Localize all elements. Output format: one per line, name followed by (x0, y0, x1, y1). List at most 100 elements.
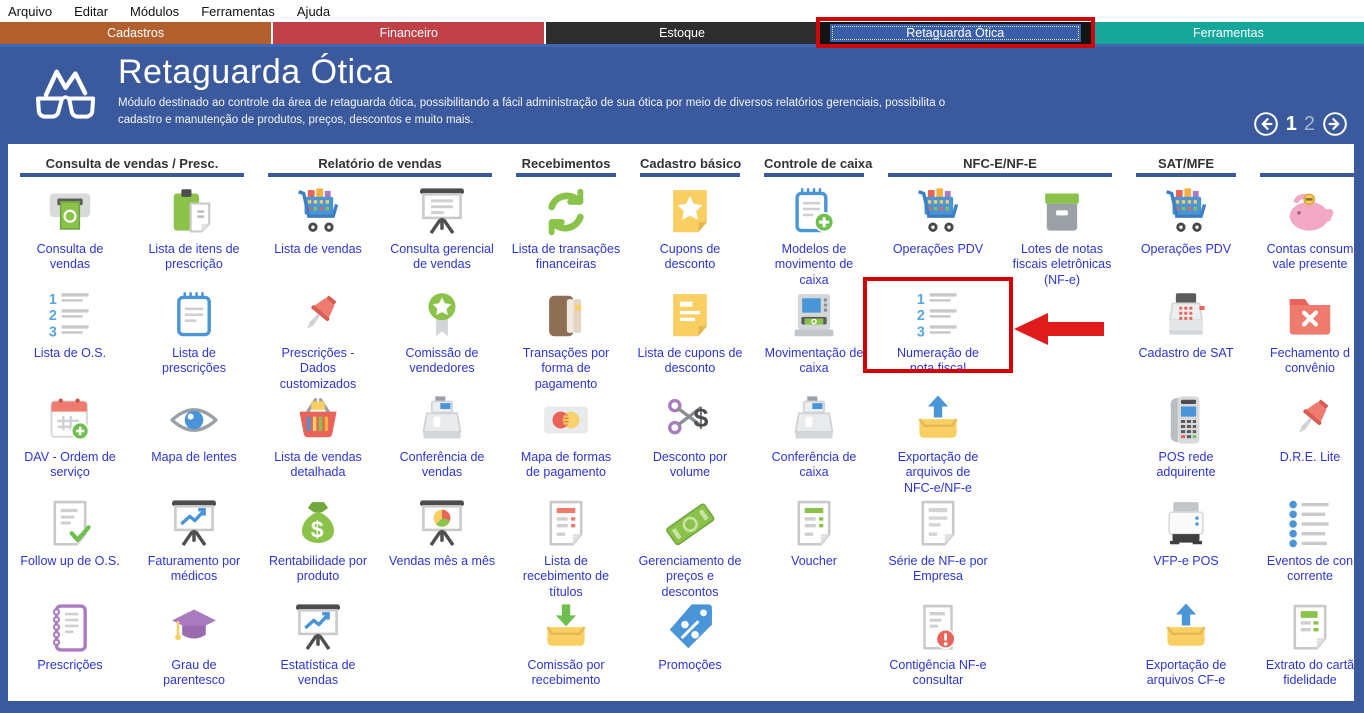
module-item-vendas-m-s-a-m-s[interactable]: Vendas mês a mês (380, 489, 504, 593)
module-item-label: Extrato do cartã fidelidade (1265, 658, 1354, 688)
module-item-estat-stica-de-vendas[interactable]: Estatística de vendas (256, 593, 380, 697)
module-item-exporta-o-de-arquivos-de-nfc-e-nf-e[interactable]: Exportação de arquivos de NFC-e/NF-e (876, 385, 1000, 495)
clipboard-document-icon (167, 185, 221, 239)
module-item-label: Série de NF-e por Empresa (888, 554, 988, 584)
module-item-lista-de-transa-es-financeiras[interactable]: Lista de transações financeiras (504, 177, 628, 281)
menu-item-arquivo[interactable]: Arquivo (8, 3, 53, 19)
page-next-button[interactable] (1322, 111, 1348, 137)
module-item-label: Lista de transações financeiras (511, 242, 621, 272)
module-item-label: D.R.E. Lite (1279, 450, 1341, 464)
tab-selected-face: Retaguarda Ótica (829, 24, 1081, 42)
tab-retaguarda-tica[interactable]: Retaguarda Ótica (815, 17, 1095, 48)
module-item-opera-es-pdv[interactable]: Operações PDV (1124, 177, 1248, 281)
module-item-lista-de-cupons-de-desconto[interactable]: Lista de cupons de desconto (628, 281, 752, 385)
tab-ferramentas[interactable]: Ferramentas (1092, 22, 1364, 44)
module-item-consulta-gerencial-de-vendas[interactable]: Consulta gerencial de vendas (380, 177, 504, 281)
module-item-exporta-o-de-arquivos-cf-e[interactable]: Exportação de arquivos CF-e (1124, 593, 1248, 697)
category-header-controle-de-caixa: Controle de caixa (764, 147, 872, 177)
module-item-prescri-es-dados-customizados[interactable]: Prescrições - Dados customizados (256, 281, 380, 391)
content-frame: Consulta de vendas / Presc. Relatório de … (0, 144, 1364, 713)
menu-item-editar[interactable]: Editar (74, 3, 109, 19)
tab-financeiro[interactable]: Financeiro (273, 22, 545, 44)
module-grid: Consulta de vendas / Presc. Relatório de … (8, 144, 1354, 697)
module-item-follow-up-de-o-s[interactable]: Follow up de O.S. (8, 489, 132, 593)
module-item-transa-es-por-forma-de-pagamento[interactable]: Transações por forma de pagamento (504, 281, 628, 391)
module-item-lotes-de-notas-fiscais-eletr-nicas-nf-e[interactable]: Lotes de notas fiscais eletrônicas (NF-e… (1000, 177, 1124, 287)
tab-estoque[interactable]: Estoque (546, 22, 818, 44)
scissors-dollar-icon: $ (663, 393, 717, 447)
module-item-prescri-es[interactable]: Prescrições (8, 593, 132, 697)
module-item-modelos-de-movimento-de-caixa[interactable]: Modelos de movimento de caixa (752, 177, 876, 287)
module-item-grau-de-parentesco[interactable]: Grau de parentesco (132, 593, 256, 697)
module-item-pos-rede-adquirente[interactable]: POS rede adquirente (1124, 385, 1248, 489)
menu-item-ferramentas[interactable]: Ferramentas (201, 3, 275, 19)
module-item-gerenciamento-de-pre-os-e-descontos[interactable]: Gerenciamento de preços e descontos (628, 489, 752, 599)
annotation-arrow-icon (1014, 311, 1104, 347)
module-item-label: Promoções (658, 658, 722, 672)
module-item-d-r-e-lite[interactable]: D.R.E. Lite (1248, 385, 1354, 489)
module-item-mapa-de-lentes[interactable]: Mapa de lentes (132, 385, 256, 489)
module-item-label: Faturamento por médicos (147, 554, 241, 584)
module-item-label: Prescrições (37, 658, 103, 672)
module-item-confer-ncia-de-caixa[interactable]: Conferência de caixa (752, 385, 876, 489)
module-item-mapa-de-formas-de-pagamento[interactable]: Mapa de formas de pagamento (504, 385, 628, 489)
module-item-voucher[interactable]: Voucher (752, 489, 876, 593)
module-item-consulta-de-vendas[interactable]: Consulta de vendas (8, 177, 132, 281)
module-item-label: Voucher (791, 554, 837, 568)
module-item-extrato-do-cart-fidelidade[interactable]: Extrato do cartã fidelidade (1248, 593, 1354, 697)
svg-text:3: 3 (49, 324, 57, 340)
cash-machine-icon (787, 289, 841, 343)
printer-icon (1159, 497, 1213, 551)
category-header-recebimentos: Recebimentos (516, 147, 616, 177)
module-item-movimenta-o-de-caixa[interactable]: Movimentação de caixa (752, 281, 876, 385)
module-item-numera-o-de-nota-fiscal[interactable]: 1 2 3 Numeração de nota fiscal (863, 277, 1104, 385)
module-item-vfp-e-pos[interactable]: VFP-e POS (1124, 489, 1248, 593)
module-item-opera-es-pdv[interactable]: Operações PDV (876, 177, 1000, 281)
page-number-current[interactable]: 1 (1285, 112, 1297, 135)
module-item-comiss-o-de-vendedores[interactable]: Comissão de vendedores (380, 281, 504, 385)
menu-item-m-dulos[interactable]: Módulos (130, 3, 180, 19)
module-item-faturamento-por-m-dicos[interactable]: Faturamento por médicos (132, 489, 256, 593)
module-item-label: Numeração de nota fiscal (897, 346, 979, 376)
svg-text:2: 2 (49, 308, 57, 324)
module-item-contas-consum-vale-presente[interactable]: Contas consum vale presente (1248, 177, 1354, 281)
module-item-lista-de-recebimento-de-t-tulos[interactable]: Lista de recebimento de títulos (504, 489, 628, 599)
menu-item-ajuda[interactable]: Ajuda (296, 3, 331, 19)
page-number-next[interactable]: 2 (1303, 112, 1315, 135)
module-item-lista-de-vendas[interactable]: Lista de vendas (256, 177, 380, 281)
module-item-eventos-de-con-corrente[interactable]: Eventos de con corrente (1248, 489, 1354, 593)
page-prev-button[interactable] (1253, 111, 1279, 137)
presentation-chart-icon (291, 601, 345, 655)
module-item-comiss-o-por-recebimento[interactable]: Comissão por recebimento (504, 593, 628, 697)
module-item-label: Fechamento d convênio (1270, 346, 1350, 376)
svg-text:$: $ (311, 517, 324, 543)
module-item-lista-de-itens-de-prescri-o[interactable]: Lista de itens de prescrição (132, 177, 256, 281)
module-item-cupons-de-desconto[interactable]: Cupons de desconto (628, 177, 752, 281)
bullet-list-icon (1283, 497, 1337, 551)
module-item-dav-ordem-de-servi-o[interactable]: DAV - Ordem de serviço (8, 385, 132, 489)
module-item-confer-ncia-de-vendas[interactable]: Conferência de vendas (380, 385, 504, 489)
module-item-contig-ncia-nf-e-consultar[interactable]: Contigência NF-e consultar (876, 593, 1000, 697)
module-item-s-rie-de-nf-e-por-empresa[interactable]: Série de NF-e por Empresa (876, 489, 1000, 593)
module-item-label: Operações PDV (892, 242, 984, 256)
tab-cadastros[interactable]: Cadastros (0, 22, 272, 44)
tab-label: Financeiro (379, 26, 438, 40)
module-item-rentabilidade-por-produto[interactable]: $ Rentabilidade por produto (256, 489, 380, 593)
module-item-cadastro-de-sat[interactable]: Cadastro de SAT (1124, 281, 1248, 385)
module-item-label: Lista de prescrições (162, 346, 226, 376)
module-item-lista-de-vendas-detalhada[interactable]: Lista de vendas detalhada (256, 385, 380, 489)
module-item-label: Rentabilidade por produto (269, 554, 367, 584)
cash-register-icon (415, 393, 469, 447)
presentation-chart-icon (167, 497, 221, 551)
module-item-promo-es[interactable]: Promoções (628, 593, 752, 697)
module-item-fechamento-d-conv-nio[interactable]: Fechamento d convênio (1248, 281, 1354, 385)
push-pin-icon (291, 289, 345, 343)
module-item-label: Contigência NF-e consultar (889, 658, 987, 688)
shopping-cart-icon (291, 185, 345, 239)
module-item-label: Lista de vendas detalhada (274, 450, 362, 480)
module-item-lista-de-o-s[interactable]: 1 2 3 Lista de O.S. (8, 281, 132, 385)
module-item-desconto-por-volume[interactable]: $ Desconto por volume (628, 385, 752, 489)
module-item-lista-de-prescri-es[interactable]: Lista de prescrições (132, 281, 256, 385)
